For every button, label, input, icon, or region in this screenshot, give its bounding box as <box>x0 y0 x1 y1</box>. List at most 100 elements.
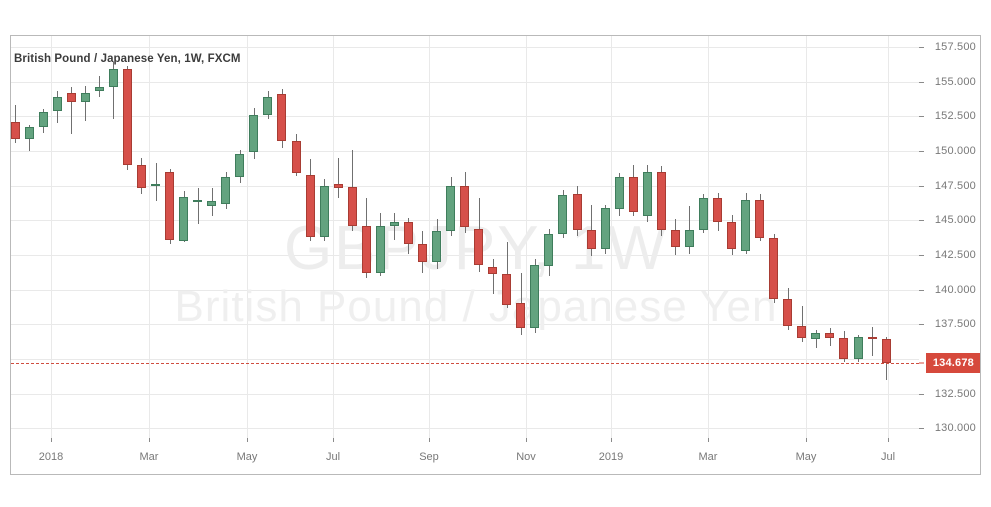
y-axis-tick-label: 132.500 <box>934 387 976 400</box>
candle-body-down <box>656 171 666 230</box>
candle-body-down <box>165 171 175 240</box>
x-axis-tick-mark <box>429 438 430 442</box>
y-axis-tick-mark <box>919 151 924 152</box>
candle-body-down <box>460 185 470 228</box>
y-axis-tick-label: 155.000 <box>934 75 976 88</box>
candle-body-down <box>769 238 779 300</box>
x-axis-tick-mark <box>806 438 807 442</box>
x-axis-tick-mark <box>149 438 150 442</box>
candle-body-up <box>446 185 456 232</box>
candle-body-up <box>698 198 708 230</box>
candle-body-down <box>361 225 371 273</box>
y-axis-tick-label: 150.000 <box>934 145 976 157</box>
gridline-vertical <box>888 36 889 442</box>
candle-body-down <box>277 94 287 142</box>
candle-body-up <box>375 225 385 273</box>
gridline-horizontal <box>11 394 919 395</box>
candle-wick <box>99 76 100 97</box>
candle-wick <box>198 188 199 225</box>
x-axis-tick-label: Jul <box>325 451 341 463</box>
x-axis-tick-mark <box>333 438 334 442</box>
gridline-vertical <box>526 36 527 442</box>
candle-body-down <box>586 229 596 250</box>
candle-body-down <box>66 92 76 103</box>
candle-body-up <box>235 153 245 178</box>
y-axis[interactable]: 134.678 157.500 155.000 152.500 150.000 147.… <box>919 36 980 442</box>
y-axis-tick-label: 145.000 <box>934 214 976 227</box>
y-axis-tick-mark <box>919 220 924 221</box>
candle-body-up <box>193 199 203 202</box>
candle-body-down <box>670 229 680 247</box>
chart-plot-area[interactable]: GBPJPY, 1W British Pound / Japanese Yen <box>11 36 919 442</box>
gridline-vertical <box>51 36 52 442</box>
candle-wick <box>802 306 803 343</box>
y-axis-tick-label: 157.500 <box>934 41 976 54</box>
gridline-horizontal <box>11 290 919 291</box>
x-axis-tick-label: Mar <box>698 451 718 463</box>
candle-body-up <box>24 127 34 139</box>
candle-wick <box>689 206 690 254</box>
candle-body-up <box>741 199 751 251</box>
y-axis-tick-mark <box>919 82 924 83</box>
candle-body-up <box>389 221 399 226</box>
candle-body-up <box>38 112 48 128</box>
y-axis-tick-label: 142.500 <box>934 248 976 261</box>
x-axis-tick-mark <box>247 438 248 442</box>
candle-body-up <box>52 96 62 111</box>
candlestick-series <box>11 36 919 442</box>
y-axis-tick-label: 147.500 <box>934 179 976 192</box>
y-axis-tick-label: 152.500 <box>934 110 976 123</box>
candle-body-down <box>755 199 765 239</box>
candle-body-up <box>319 185 329 237</box>
candle-body-down <box>122 69 132 165</box>
x-axis-tick-label: 2018 <box>38 451 64 463</box>
candle-body-down <box>825 332 835 339</box>
candle-wick <box>394 213 395 240</box>
x-axis-tick-label: Mar <box>139 451 159 463</box>
candle-body-down <box>347 187 357 226</box>
candle-body-down <box>403 221 413 244</box>
candle-body-down <box>713 198 723 222</box>
x-axis-tick-label: 2019 <box>598 451 624 463</box>
candle-body-up <box>614 177 624 210</box>
candle-body-up <box>600 207 610 250</box>
y-axis-tick-mark <box>919 428 924 429</box>
candle-body-down <box>11 121 20 139</box>
candle-wick <box>156 163 157 201</box>
price-badge-tick <box>919 362 924 364</box>
x-axis-tick-label: Jul <box>880 451 896 463</box>
x-axis-tick-label: May <box>236 451 258 463</box>
gridline-horizontal <box>11 324 919 325</box>
x-axis-tick-label: Sep <box>419 451 439 463</box>
x-axis[interactable]: 2018 Mar May Jul Sep Nov 2019 Mar May Jul <box>11 438 980 474</box>
candle-body-down <box>417 243 427 262</box>
candle-body-up <box>263 96 273 115</box>
gridline-horizontal <box>11 255 919 256</box>
candle-wick <box>71 87 72 135</box>
x-axis-tick-mark <box>888 438 889 442</box>
gridline-horizontal <box>11 428 919 429</box>
gridline-horizontal <box>11 47 919 48</box>
gridline-horizontal <box>11 359 919 360</box>
x-axis-tick-mark <box>708 438 709 442</box>
candle-body-up <box>684 229 694 247</box>
candle-wick <box>113 62 114 120</box>
candle-body-down <box>516 303 526 329</box>
gridline-horizontal <box>11 82 919 83</box>
current-price-line <box>11 363 919 364</box>
candle-body-down <box>333 184 343 189</box>
gridline-vertical <box>429 36 430 442</box>
candle-wick <box>493 259 494 294</box>
candle-body-down <box>839 338 849 359</box>
candle-body-down <box>783 299 793 326</box>
candle-body-up <box>249 114 259 153</box>
x-axis-tick-mark <box>526 438 527 442</box>
y-axis-tick-mark <box>919 116 924 117</box>
gridline-horizontal <box>11 151 919 152</box>
candle-body-up <box>544 234 554 266</box>
candle-body-down <box>867 336 877 340</box>
gridline-vertical <box>333 36 334 442</box>
y-axis-tick-label: 130.000 <box>934 422 976 435</box>
gridline-horizontal <box>11 116 919 117</box>
